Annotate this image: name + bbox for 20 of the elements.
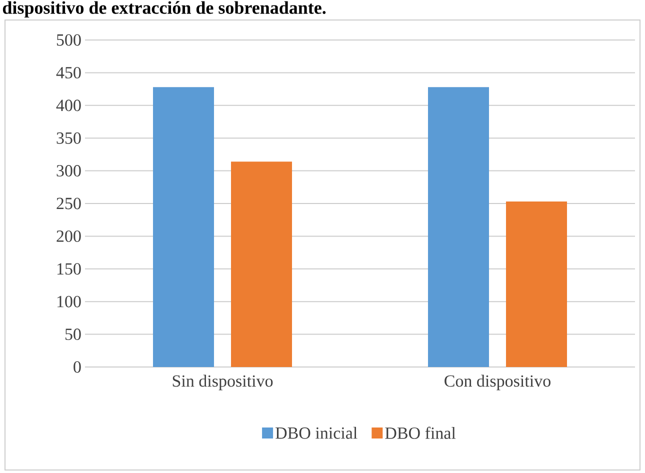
y-tick-label: 200 [56, 230, 81, 242]
y-tick-label: 150 [57, 263, 81, 275]
y-tick-label: 0 [74, 361, 81, 373]
bar [506, 202, 567, 367]
y-tick-label: 100 [57, 296, 81, 308]
y-tick-label: 450 [56, 66, 81, 78]
x-tick-label: Sin dispositivo [172, 374, 273, 390]
y-tick-label: 300 [56, 165, 81, 177]
y-tick-label: 500 [56, 34, 81, 46]
bar [428, 87, 489, 367]
y-tick-label: 50 [65, 328, 81, 340]
chart-title: dispositivo de extracción de sobrenadante. [2, 1, 326, 18]
y-tick-label: 400 [56, 100, 81, 112]
y-tick-label: 250 [56, 198, 81, 210]
y-tick-label: 350 [56, 132, 81, 144]
legend-label: DBO final [385, 426, 456, 439]
bar [153, 87, 214, 367]
bar [231, 162, 292, 367]
x-tick-label: Con dispositivo [444, 374, 550, 390]
legend-label: DBO inicial [276, 426, 358, 439]
